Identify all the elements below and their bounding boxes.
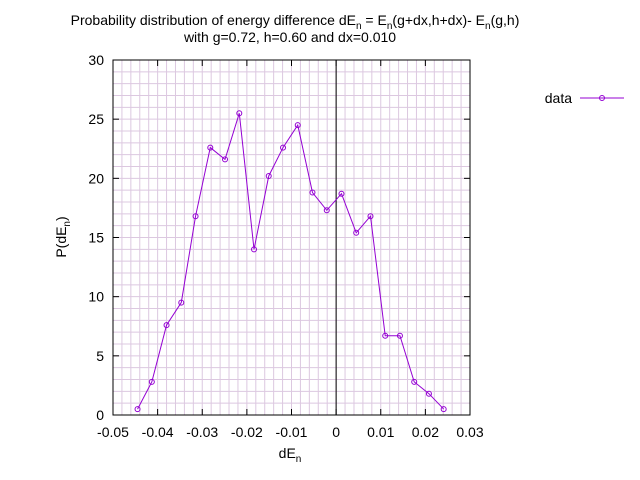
data-point [294, 122, 301, 129]
data-point [280, 144, 287, 151]
x-tick-label: 0 [332, 424, 340, 440]
y-tick-label: 0 [96, 407, 104, 423]
data-point [323, 207, 330, 214]
data-point [440, 406, 447, 413]
y-tick-label: 5 [96, 348, 104, 364]
data-point [367, 213, 374, 220]
axes [112, 59, 471, 416]
data-point [163, 322, 170, 329]
data-point [236, 110, 243, 117]
y-tick-label: 20 [88, 170, 104, 186]
x-tick-label: -0.02 [231, 424, 263, 440]
y-tick-label: 10 [88, 289, 104, 305]
data-point [353, 229, 360, 236]
legend: data [545, 90, 624, 106]
tick-labels: -0.05 -0.04 -0.03 -0.02 -0.01 0 0.01 0.02 0.03 0 5… [88, 52, 483, 440]
series-line-data [137, 113, 445, 410]
y-tick-label: 25 [88, 111, 104, 127]
x-tick-label: 0.02 [412, 424, 439, 440]
chart-title-line2: with g=0.72, h=0.60 and dx=0.010 [183, 29, 396, 45]
x-tick-label: -0.04 [142, 424, 174, 440]
x-tick-label: 0.01 [367, 424, 394, 440]
data-point [178, 299, 185, 306]
series-data [134, 110, 447, 413]
data-point [134, 406, 141, 413]
data-point [148, 378, 155, 385]
data-point [396, 332, 403, 339]
x-axis-label: dEn [279, 445, 302, 465]
legend-marker-data [599, 95, 605, 101]
grid-lines [112, 59, 471, 416]
legend-label-data: data [545, 90, 572, 106]
y-tick-label: 15 [88, 230, 104, 246]
x-tick-label: -0.05 [97, 424, 129, 440]
data-point [207, 144, 214, 151]
x-tick-label: -0.01 [276, 424, 308, 440]
data-point [382, 332, 389, 339]
data-point [265, 172, 272, 179]
y-axis-label: P(dEn) [53, 216, 73, 257]
data-point [425, 390, 432, 397]
chart-title-line1: Probability distribution of energy diffe… [71, 12, 520, 32]
data-point [338, 190, 345, 197]
y-tick-label: 30 [88, 52, 104, 68]
data-point [309, 189, 316, 196]
data-point [411, 378, 418, 385]
x-tick-label: 0.03 [456, 424, 483, 440]
data-point [222, 156, 229, 163]
data-point [251, 246, 258, 253]
x-tick-label: -0.03 [186, 424, 218, 440]
data-point [192, 213, 199, 220]
